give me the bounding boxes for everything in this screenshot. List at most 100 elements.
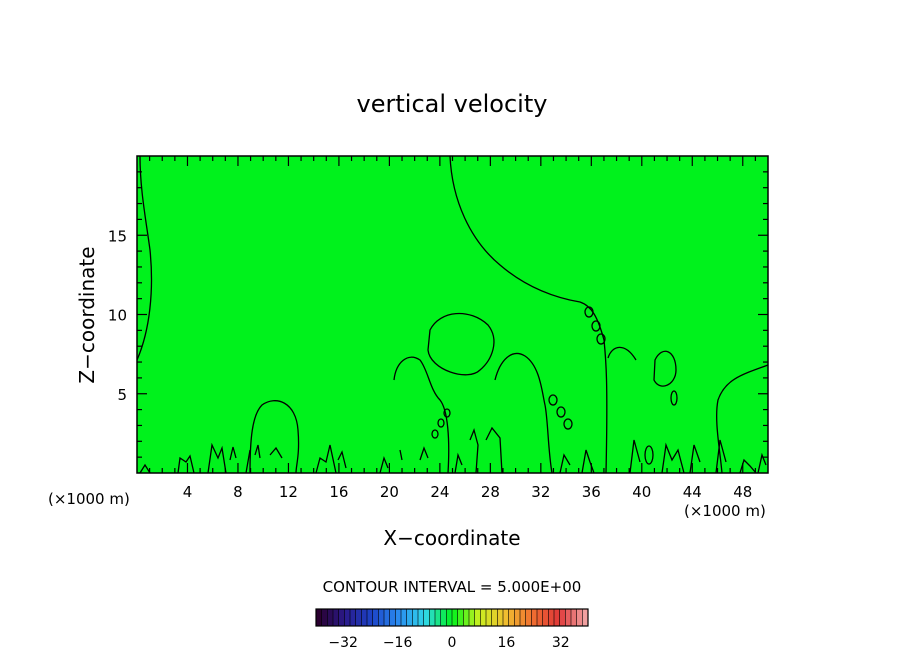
colorbar-cell <box>520 609 527 626</box>
contour-loop <box>591 320 601 332</box>
contour-line <box>449 156 608 473</box>
colorbar-cell <box>361 609 368 626</box>
x-tick-label: 20 <box>380 483 399 501</box>
colorbar-cell <box>514 609 521 626</box>
x-axis-ticks: 4 8 12 16 20 24 28 32 36 40 44 48 <box>149 156 756 501</box>
contour-line <box>494 352 553 473</box>
colorbar-cell <box>355 609 362 626</box>
contour-loop <box>644 445 654 465</box>
x-unit-right: (×1000 m) <box>684 502 766 520</box>
contour-line <box>653 350 677 387</box>
y-tick-label: 15 <box>108 227 127 245</box>
x-tick-label: 8 <box>233 483 243 501</box>
contour-loop <box>670 390 678 406</box>
plot-area <box>136 155 769 474</box>
colorbar-tick-label: −16 <box>383 635 413 651</box>
colorbar-ticks: −32 −16 0 16 32 <box>328 635 569 651</box>
colorbar-cell <box>372 609 379 626</box>
contour-loop <box>443 408 451 418</box>
x-tick-label: 16 <box>329 483 348 501</box>
colorbar-cell <box>457 609 464 626</box>
colorbar-cell <box>508 609 515 626</box>
x-tick-label: 28 <box>481 483 500 501</box>
x-tick-label: 36 <box>582 483 601 501</box>
colorbar-cell <box>327 609 334 626</box>
colorbar-cell <box>469 609 476 626</box>
colorbar-cell <box>316 609 323 626</box>
colorbar-cell <box>571 609 578 626</box>
colorbar-cell <box>542 609 549 626</box>
contour-loop <box>596 333 606 345</box>
colorbar-cell <box>463 609 470 626</box>
colorbar-cell <box>537 609 544 626</box>
colorbar-cell <box>559 609 566 626</box>
x-tick-label: 12 <box>279 483 298 501</box>
colorbar-cell <box>378 609 385 626</box>
colorbar-cell <box>565 609 572 626</box>
colorbar-cell <box>389 609 396 626</box>
colorbar-cell <box>435 609 442 626</box>
chart-title: vertical velocity <box>357 90 548 118</box>
colorbar <box>315 608 589 627</box>
y-tick-label: 5 <box>117 386 127 404</box>
colorbar-cell <box>367 609 374 626</box>
contour-loop <box>437 418 445 428</box>
colorbar-cell <box>474 609 481 626</box>
x-unit-left: (×1000 m) <box>48 490 130 508</box>
colorbar-cell <box>491 609 498 626</box>
colorbar-tick-label: −32 <box>328 635 358 651</box>
contour-line <box>607 346 637 361</box>
y-axis-ticks: 5 10 15 <box>108 171 768 458</box>
contour-loop <box>431 429 439 439</box>
colorbar-cell <box>412 609 419 626</box>
contour-line <box>427 312 495 376</box>
contour-interval-label: CONTOUR INTERVAL = 5.000E+00 <box>323 578 582 596</box>
colorbar-cell <box>321 609 328 626</box>
colorbar-tick-label: 0 <box>448 635 457 651</box>
colorbar-cell <box>333 609 340 626</box>
contour-line <box>393 356 450 473</box>
colorbar-cell <box>548 609 555 626</box>
x-tick-label: 32 <box>531 483 550 501</box>
x-axis-label: X−coordinate <box>383 526 520 550</box>
contour-loop <box>584 306 594 318</box>
x-tick-label: 4 <box>183 483 193 501</box>
colorbar-cell <box>395 609 402 626</box>
x-tick-label: 40 <box>632 483 651 501</box>
colorbar-cell <box>384 609 391 626</box>
colorbar-cell <box>497 609 504 626</box>
colorbar-cell <box>503 609 510 626</box>
colorbar-cell <box>576 609 583 626</box>
contour-lines <box>137 156 768 473</box>
colorbar-cell <box>446 609 453 626</box>
colorbar-cell <box>440 609 447 626</box>
y-axis-label: Z−coordinate <box>75 246 99 383</box>
colorbar-cell <box>401 609 408 626</box>
colorbar-cell <box>344 609 351 626</box>
colorbar-cell <box>418 609 425 626</box>
colorbar-tick-label: 16 <box>497 635 515 651</box>
contour-line <box>716 364 768 473</box>
contour-loop <box>548 394 558 406</box>
contour-line <box>139 426 767 473</box>
colorbar-cell <box>429 609 436 626</box>
colorbar-cell <box>452 609 459 626</box>
colorbar-cell <box>350 609 357 626</box>
colorbar-tick-label: 32 <box>552 635 570 651</box>
contour-line <box>249 400 300 473</box>
colorbar-cell <box>338 609 345 626</box>
colorbar-cell <box>531 609 538 626</box>
colorbar-cell <box>480 609 487 626</box>
colorbar-cell <box>486 609 493 626</box>
colorbar-cell <box>554 609 561 626</box>
y-tick-label: 10 <box>108 307 127 325</box>
x-tick-label: 44 <box>683 483 702 501</box>
colorbar-frame <box>315 608 589 627</box>
colorbar-cell <box>423 609 430 626</box>
colorbar-cell <box>525 609 532 626</box>
colorbar-cell <box>582 609 589 626</box>
colorbar-cell <box>406 609 413 626</box>
x-tick-label: 24 <box>430 483 449 501</box>
contour-loop <box>563 418 573 430</box>
